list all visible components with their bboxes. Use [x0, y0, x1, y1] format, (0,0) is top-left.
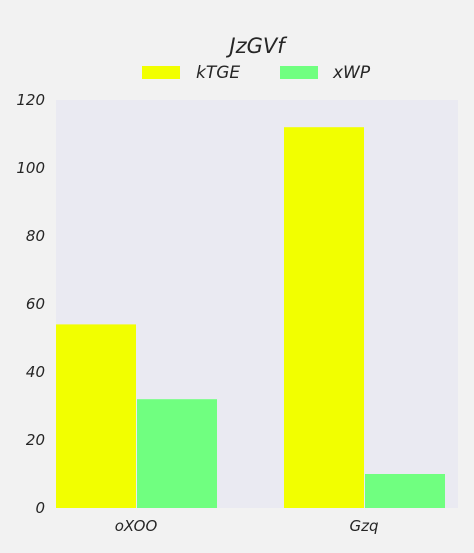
legend-label-xWP: xWP	[332, 63, 371, 83]
y-tick-label-0: 0	[35, 499, 45, 517]
legend-swatch-kTGE	[142, 66, 180, 79]
legend: kTGE xWP	[142, 63, 371, 83]
chart-title: JzGVf	[225, 34, 288, 58]
legend-swatch-xWP	[280, 66, 318, 79]
y-tick-label-80: 80	[26, 227, 45, 245]
legend-label-kTGE: kTGE	[196, 63, 240, 83]
x-axis-ticks: oXOO Gzq	[115, 517, 379, 535]
y-tick-label-20: 20	[26, 431, 45, 449]
bar-oXOO-kTGE	[56, 324, 136, 508]
y-tick-label-100: 100	[16, 159, 45, 177]
bar-oXOO-xWP	[137, 399, 217, 508]
y-axis-ticks: 0 20 40 60 80 100 120	[16, 91, 45, 517]
y-tick-label-40: 40	[26, 363, 45, 381]
y-tick-label-60: 60	[26, 295, 45, 313]
y-tick-label-120: 120	[16, 91, 45, 109]
x-tick-label-Gzq: Gzq	[349, 517, 378, 535]
bar-Gzq-xWP	[365, 474, 445, 508]
bars	[56, 127, 445, 508]
bar-Gzq-kTGE	[284, 127, 364, 508]
x-tick-label-oXOO: oXOO	[115, 517, 158, 535]
